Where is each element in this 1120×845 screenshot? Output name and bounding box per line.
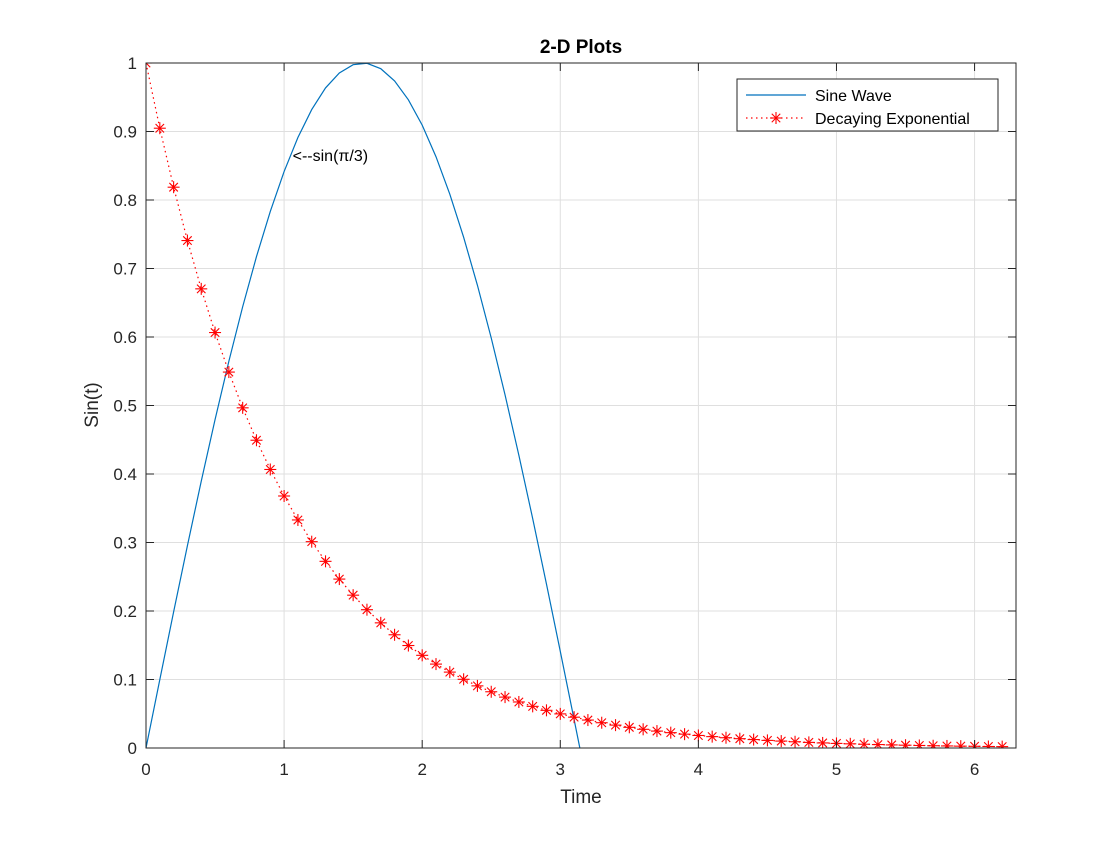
data-point-decaying-exponential-9: [264, 463, 277, 476]
data-point-decaying-exponential-52: [858, 738, 871, 748]
data-point-decaying-exponential-53: [871, 738, 884, 748]
data-point-decaying-exponential-62: [996, 740, 1009, 748]
data-point-decaying-exponential-29: [540, 704, 553, 717]
data-point-decaying-exponential-35: [623, 721, 636, 734]
data-point-decaying-exponential-4: [195, 282, 208, 295]
x-tick-label-4: 4: [694, 760, 703, 779]
x-tick-label-6: 6: [970, 760, 979, 779]
y-tick-label-4: 0.4: [113, 465, 137, 484]
axis-ticks: [145, 62, 1016, 749]
legend: Sine Wave Decaying Exponential: [736, 78, 999, 132]
data-point-decaying-exponential-41: [706, 730, 719, 743]
y-tick-label-6: 0.6: [113, 328, 137, 347]
data-point-decaying-exponential-27: [512, 695, 525, 708]
data-point-decaying-exponential-36: [637, 723, 650, 736]
legend-marker-asterisk: [770, 112, 782, 124]
data-point-decaying-exponential-19: [402, 639, 415, 652]
data-point-decaying-exponential-56: [913, 739, 926, 748]
y-tick-label-7: 0.7: [113, 260, 137, 279]
x-tick-label-3: 3: [556, 760, 565, 779]
data-point-decaying-exponential-10: [278, 489, 291, 502]
x-tick-label-1: 1: [279, 760, 288, 779]
data-point-decaying-exponential-40: [692, 729, 705, 742]
data-point-decaying-exponential-38: [664, 726, 677, 739]
y-tick-label-1: 0.1: [113, 671, 137, 690]
legend-label-sine-wave: Sine Wave: [815, 88, 892, 105]
data-point-decaying-exponential-12: [305, 535, 318, 548]
y-tick-label-2: 0.2: [113, 602, 137, 621]
series-layer: [146, 63, 1009, 748]
data-point-decaying-exponential-17: [374, 616, 387, 629]
series-markers-decaying-exponential: [146, 63, 1009, 748]
data-point-decaying-exponential-5: [209, 326, 222, 339]
data-point-decaying-exponential-25: [485, 685, 498, 698]
data-point-decaying-exponential-42: [720, 731, 732, 744]
chart-title: 2-D Plots: [540, 37, 622, 58]
data-point-decaying-exponential-58: [940, 739, 953, 748]
legend-asterisk-marker: [770, 112, 782, 124]
data-point-decaying-exponential-45: [761, 734, 774, 747]
y-axis-label: Sin(t): [82, 382, 103, 427]
data-point-decaying-exponential-30: [554, 707, 567, 720]
data-point-decaying-exponential-22: [443, 666, 456, 679]
data-point-decaying-exponential-49: [816, 736, 829, 748]
data-point-decaying-exponential-31: [568, 711, 581, 724]
data-point-decaying-exponential-6: [222, 366, 235, 379]
y-tick-label-8: 0.8: [113, 191, 137, 210]
data-point-decaying-exponential-15: [347, 589, 360, 602]
data-point-decaying-exponential-59: [954, 740, 967, 748]
x-tick-label-0: 0: [141, 760, 150, 779]
data-point-decaying-exponential-20: [416, 649, 429, 662]
data-point-decaying-exponential-43: [733, 732, 746, 745]
data-point-decaying-exponential-33: [595, 716, 608, 729]
data-point-decaying-exponential-44: [747, 733, 760, 746]
y-tick-label-3: 0.3: [113, 534, 137, 553]
data-point-decaying-exponential-48: [802, 736, 815, 748]
data-point-decaying-exponential-57: [927, 739, 940, 748]
y-tick-label-5: 0.5: [113, 397, 137, 416]
data-point-decaying-exponential-13: [319, 555, 332, 568]
annotation-layer: <--sin(π/3): [293, 148, 369, 165]
data-point-decaying-exponential-61: [982, 740, 995, 748]
data-point-decaying-exponential-21: [430, 658, 442, 671]
data-point-decaying-exponential-1: [153, 122, 166, 135]
data-point-decaying-exponential-26: [499, 691, 512, 704]
x-axis-label: Time: [560, 787, 602, 808]
data-point-decaying-exponential-47: [789, 735, 802, 748]
tick-labels: 0 1 2 3 4 5 6 0 0.1 0.2 0.3 0.4 0.5 0.6 0.7 0.8 0.9 1: [113, 54, 979, 779]
data-point-decaying-exponential-16: [360, 603, 373, 616]
legend-box: [736, 78, 999, 132]
data-point-decaying-exponential-32: [581, 714, 594, 727]
y-tick-label-10: 1: [128, 54, 137, 73]
data-point-decaying-exponential-2: [167, 181, 180, 194]
data-point-decaying-exponential-24: [471, 679, 484, 692]
y-tick-label-0: 0: [128, 739, 137, 758]
x-tick-label-5: 5: [832, 760, 841, 779]
data-point-decaying-exponential-11: [291, 513, 304, 526]
grid: [146, 63, 1016, 748]
y-tick-label-9: 0.9: [113, 123, 137, 142]
data-point-decaying-exponential-37: [650, 725, 663, 738]
x-tick-label-2: 2: [417, 760, 426, 779]
annotation-0: <--sin(π/3): [293, 148, 369, 165]
data-point-decaying-exponential-0: [146, 63, 152, 69]
data-point-decaying-exponential-39: [678, 728, 691, 741]
data-point-decaying-exponential-55: [899, 739, 912, 748]
data-point-decaying-exponential-14: [333, 573, 346, 586]
data-point-decaying-exponential-3: [181, 234, 194, 247]
data-point-decaying-exponential-7: [236, 401, 249, 414]
data-point-decaying-exponential-54: [885, 738, 898, 748]
legend-label-decaying-exponential: Decaying Exponential: [815, 111, 970, 128]
data-point-decaying-exponential-46: [775, 735, 788, 748]
data-point-decaying-exponential-28: [526, 700, 539, 713]
data-point-decaying-exponential-34: [609, 719, 622, 732]
data-point-decaying-exponential-23: [457, 673, 470, 686]
data-point-decaying-exponential-8: [250, 434, 263, 447]
data-point-decaying-exponential-18: [388, 628, 401, 641]
